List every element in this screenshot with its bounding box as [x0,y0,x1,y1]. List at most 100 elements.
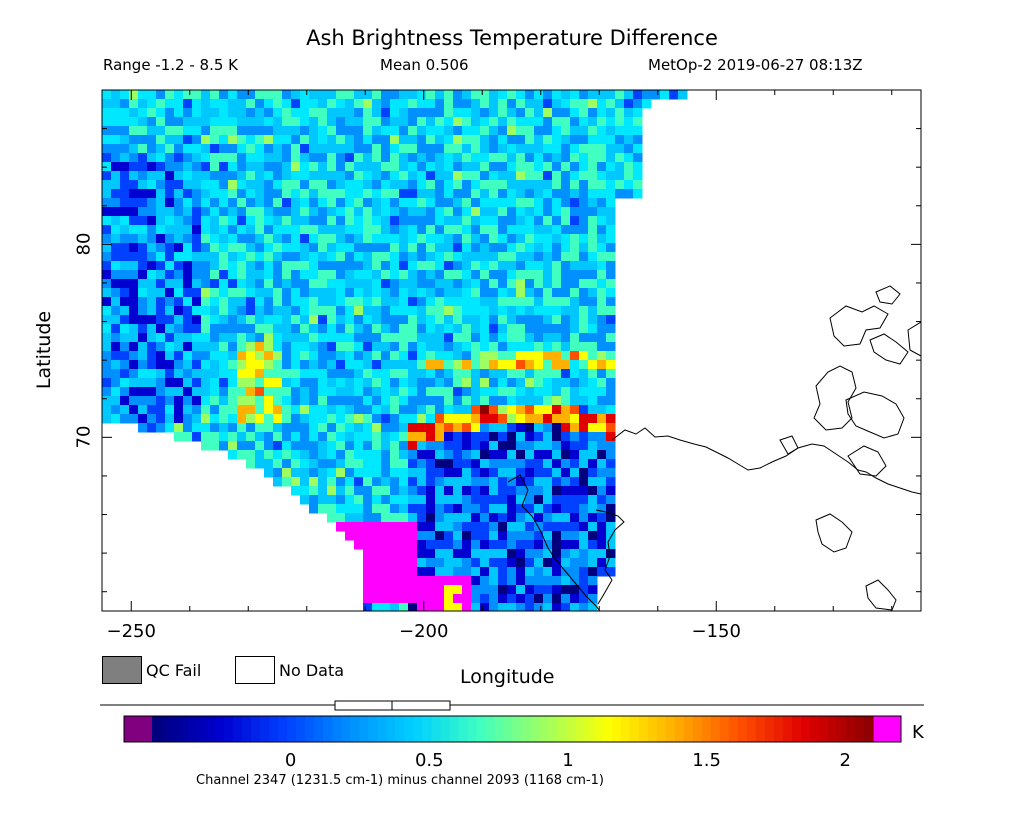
swath-pixel [291,441,301,451]
swath-pixel [372,252,382,262]
swath-pixel [588,459,598,469]
swath-pixel [489,216,499,226]
swath-pixel [273,396,283,406]
swath-pixel [246,99,256,109]
swath-pixel [462,576,472,586]
colorbar-segment [278,716,288,742]
swath-pixel [318,459,328,469]
swath-pixel [291,207,301,217]
swath-pixel [273,207,283,217]
swath-pixel [111,117,121,127]
swath-pixel [399,513,409,523]
swath-pixel [561,432,571,442]
swath-pixel [444,333,454,343]
swath-pixel [354,432,364,442]
swath-pixel [417,522,427,532]
swath-pixel [417,342,427,352]
swath-pixel [390,153,400,163]
swath-pixel [570,342,580,352]
swath-pixel [345,198,355,208]
swath-pixel [165,126,175,136]
swath-pixel [336,288,346,298]
swath-pixel [201,171,211,181]
swath-pixel [606,459,616,469]
swath-pixel [489,513,499,523]
swath-pixel [489,477,499,487]
coastline-south-alaska [595,509,625,605]
swath-pixel [462,153,472,163]
swath-pixel [354,369,364,379]
island-6 [907,321,921,357]
swath-pixel [480,306,490,316]
swath-pixel [597,324,607,334]
swath-pixel [129,351,139,361]
swath-pixel [201,396,211,406]
swath-pixel [246,297,256,307]
swath-pixel [579,369,589,379]
swath-pixel [237,315,247,325]
swath-pixel [102,288,112,298]
swath-pixel [183,342,193,352]
swath-pixel [201,432,211,442]
swath-pixel [219,117,229,127]
swath-pixel [597,567,607,577]
swath-pixel [300,405,310,415]
swath-pixel [534,450,544,460]
swath-pixel [300,486,310,496]
swath-pixel [471,459,481,469]
swath-pixel [210,324,220,334]
swath-pixel [435,342,445,352]
swath-pixel [606,225,616,235]
swath-pixel [381,567,391,577]
swath-pixel [102,387,112,397]
swath-pixel [624,144,634,154]
swath-pixel [597,180,607,190]
swath-pixel [597,414,607,424]
swath-pixel [534,576,544,586]
swath-pixel [552,225,562,235]
swath-pixel [552,450,562,460]
swath-pixel [192,198,202,208]
swath-pixel [372,486,382,496]
swath-pixel [291,333,301,343]
range-text: Range -1.2 - 8.5 K [103,56,238,74]
swath-pixel [174,117,184,127]
swath-pixel [471,162,481,172]
swath-pixel [300,288,310,298]
swath-pixel [444,396,454,406]
swath-pixel [336,477,346,487]
swath-pixel [534,180,544,190]
swath-pixel [480,441,490,451]
swath-pixel [516,360,526,370]
swath-pixel [372,405,382,415]
swath-pixel [462,198,472,208]
swath-pixel [291,459,301,469]
swath-pixel [381,270,391,280]
swath-pixel [309,135,319,145]
colorbar-segment [575,716,586,742]
swath-pixel [588,117,598,127]
no-data-label: No Data [279,661,345,680]
swath-pixel [525,531,535,541]
swath-pixel [453,351,463,361]
swath-pixel [363,522,373,532]
swath-pixel [282,243,292,253]
swath-pixel [129,162,139,172]
swath-pixel [399,144,409,154]
swath-pixel [462,378,472,388]
swath-pixel [228,234,238,244]
swath-pixel [507,324,517,334]
swath-pixel [399,351,409,361]
swath-pixel [417,540,427,550]
swath-pixel [327,234,337,244]
swath-pixel [471,306,481,316]
swath-pixel [417,531,427,541]
swath-pixel [444,135,454,145]
swath-pixel [147,423,157,433]
swath-pixel [165,333,175,343]
swath-pixel [426,351,436,361]
swath-pixel [462,594,472,604]
swath-pixel [408,180,418,190]
swath-pixel [318,234,328,244]
swath-pixel [453,198,463,208]
